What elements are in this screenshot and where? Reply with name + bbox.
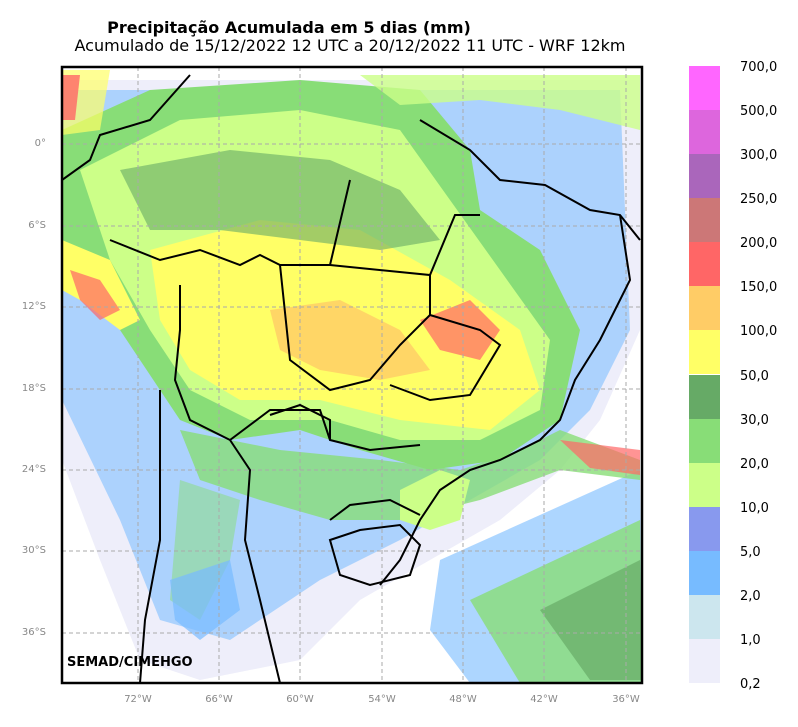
graticule [62, 67, 642, 683]
legend-swatch [689, 550, 720, 595]
legend-label: 20,0 [740, 456, 769, 472]
map-frame [60, 65, 644, 685]
legend-label: 300,0 [740, 148, 778, 164]
color-legend [689, 66, 720, 683]
lat-label: 36°S [21, 627, 46, 638]
legend-label: 50,0 [740, 368, 769, 384]
legend-label: 5,0 [740, 544, 761, 560]
lon-label: 42°W [530, 694, 558, 705]
legend-swatch [689, 198, 720, 243]
legend-label: 1,0 [740, 632, 761, 648]
legend-label: 0,2 [740, 677, 761, 692]
legend-label: 10,0 [740, 500, 769, 516]
lat-label: 6°S [28, 220, 46, 231]
legend-label: 100,0 [740, 324, 778, 340]
map-title: Precipitação Acumulada em 5 dias (mm) [107, 18, 471, 37]
lon-label: 60°W [286, 694, 314, 705]
lat-label: 0° [34, 138, 46, 149]
credit-label: SEMAD/CIMEHGO [67, 655, 193, 670]
legend-swatch [689, 242, 720, 287]
legend-swatch [689, 638, 720, 683]
legend-label: 250,0 [740, 192, 778, 208]
legend-label: 200,0 [740, 236, 778, 252]
lon-label: 48°W [449, 694, 477, 705]
lon-label: 72°W [124, 694, 152, 705]
lon-label: 66°W [205, 694, 233, 705]
legend-label: 2,0 [740, 588, 761, 604]
lat-label: 18°S [21, 383, 46, 394]
legend-swatch [689, 506, 720, 551]
legend-swatch [689, 594, 720, 639]
legend-label: 500,0 [740, 104, 778, 120]
legend-swatch [689, 286, 720, 331]
lat-label: 30°S [21, 545, 46, 556]
legend-swatch [689, 330, 720, 375]
legend-label: 150,0 [740, 280, 778, 296]
legend-swatch [689, 374, 720, 419]
legend-swatch [689, 154, 720, 199]
lon-label: 54°W [368, 694, 396, 705]
legend-label: 30,0 [740, 412, 769, 428]
precipitation-field [62, 70, 642, 683]
country-borders [62, 74, 641, 683]
map-subtitle: Acumulado de 15/12/2022 12 UTC a 20/12/2… [74, 36, 626, 55]
legend-swatch [689, 66, 720, 111]
lat-label: 24°S [21, 464, 46, 475]
legend-swatch [689, 462, 720, 507]
legend-label: 700,0 [740, 60, 778, 75]
legend-swatch [689, 110, 720, 155]
lat-label: 12°S [21, 301, 46, 312]
lon-label: 36°W [612, 694, 640, 705]
legend-swatch [689, 418, 720, 463]
